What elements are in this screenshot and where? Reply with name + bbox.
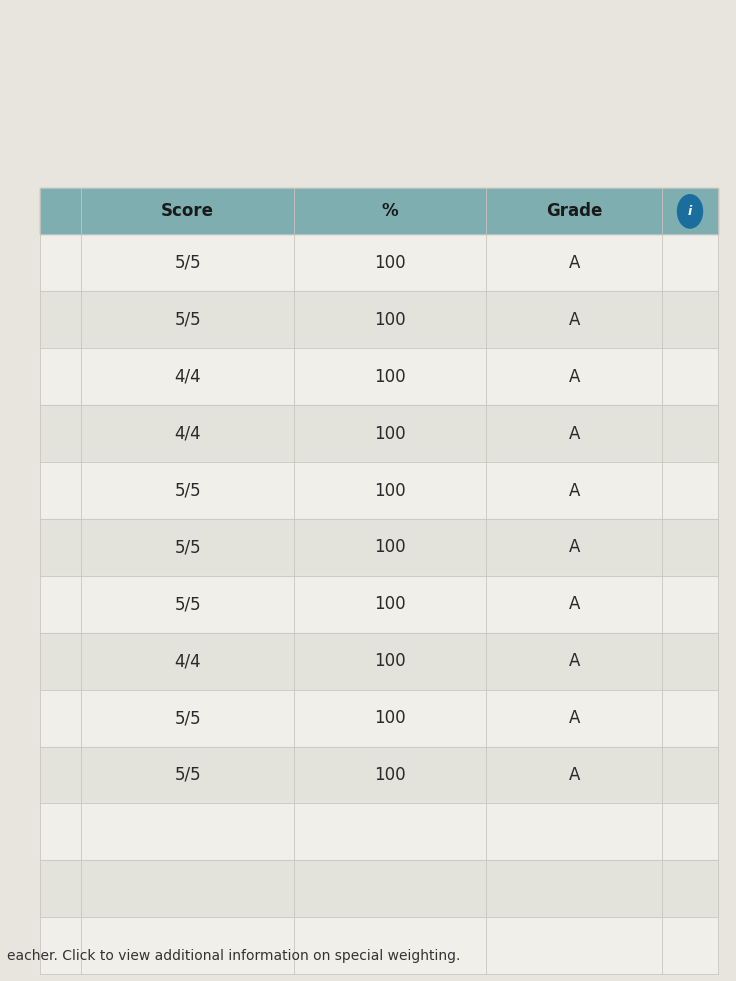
- Bar: [40, 803, 718, 860]
- Text: 100: 100: [375, 311, 406, 329]
- Text: A: A: [568, 709, 580, 727]
- Bar: [40, 576, 718, 633]
- Bar: [40, 917, 718, 974]
- Text: 100: 100: [375, 766, 406, 784]
- Text: A: A: [568, 368, 580, 386]
- Text: 5/5: 5/5: [174, 709, 201, 727]
- Bar: [40, 633, 718, 690]
- Text: 5/5: 5/5: [174, 254, 201, 272]
- Text: i: i: [688, 205, 692, 218]
- Text: A: A: [568, 311, 580, 329]
- Bar: [40, 291, 718, 348]
- Text: %: %: [382, 202, 398, 221]
- Bar: [40, 462, 718, 519]
- Text: A: A: [568, 425, 580, 442]
- Circle shape: [678, 194, 702, 229]
- Text: eacher. Click to view additional information on special weighting.: eacher. Click to view additional informa…: [7, 950, 461, 963]
- Text: 5/5: 5/5: [174, 595, 201, 613]
- Bar: [40, 234, 718, 291]
- Text: 5/5: 5/5: [174, 311, 201, 329]
- Bar: [40, 348, 718, 405]
- Text: 100: 100: [375, 595, 406, 613]
- Text: 4/4: 4/4: [174, 652, 201, 670]
- Text: Score: Score: [161, 202, 214, 221]
- Text: A: A: [568, 254, 580, 272]
- Text: 4/4: 4/4: [174, 368, 201, 386]
- Bar: [40, 188, 718, 234]
- Text: 5/5: 5/5: [174, 482, 201, 499]
- Text: 100: 100: [375, 652, 406, 670]
- Text: A: A: [568, 652, 580, 670]
- Text: A: A: [568, 482, 580, 499]
- Text: A: A: [568, 539, 580, 556]
- Text: 100: 100: [375, 368, 406, 386]
- Text: 100: 100: [375, 254, 406, 272]
- Text: 100: 100: [375, 709, 406, 727]
- Text: 4/4: 4/4: [174, 425, 201, 442]
- Bar: [40, 747, 718, 803]
- Text: 5/5: 5/5: [174, 539, 201, 556]
- Bar: [40, 405, 718, 462]
- Bar: [40, 519, 718, 576]
- Text: A: A: [568, 595, 580, 613]
- Text: Grade: Grade: [546, 202, 602, 221]
- Text: A: A: [568, 766, 580, 784]
- Text: 5/5: 5/5: [174, 766, 201, 784]
- Text: 100: 100: [375, 539, 406, 556]
- Bar: [40, 860, 718, 917]
- Bar: [40, 690, 718, 747]
- Text: 100: 100: [375, 425, 406, 442]
- Text: 100: 100: [375, 482, 406, 499]
